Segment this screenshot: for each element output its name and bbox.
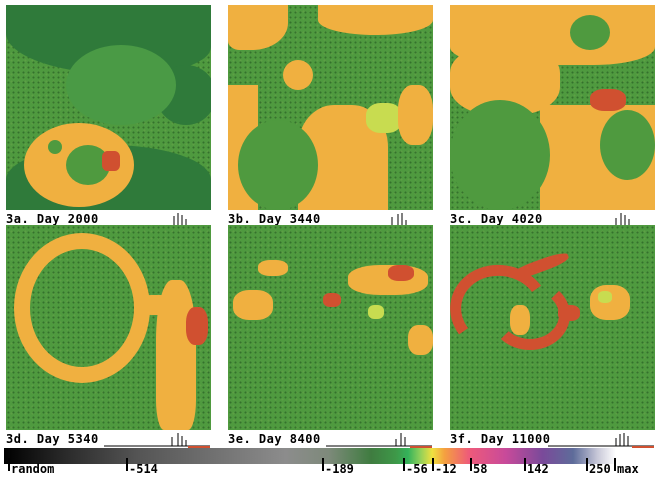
red-region [558,305,580,321]
light-region [66,45,176,125]
orange-region [228,5,288,50]
tick-mark [586,458,588,471]
panel-3c: 3c. Day 4020 [450,5,655,232]
yellow-green-region [598,291,612,303]
panel-caption: 3e. Day 8400 [228,432,321,446]
tick-mark [322,458,324,471]
orange-region [408,325,433,355]
panel-3b: 3b. Day 3440 [228,5,433,232]
colorbar-label-max: max [617,462,639,476]
green-hole [450,100,550,210]
panel-caption: 3d. Day 5340 [6,432,99,446]
colorbar-label-12: -12 [435,462,457,476]
panel-caption: 3f. Day 11000 [450,432,551,446]
histogram [104,433,210,448]
orange-region [233,290,273,320]
map-image [6,225,211,430]
green-hole [238,120,318,210]
colorbar-label-56: -56 [406,462,428,476]
tick-mark [432,458,434,471]
yellow-green-region [368,305,384,319]
red-region [509,250,571,282]
colorbar-label-142: 142 [527,462,549,476]
orange-region [258,260,288,276]
panel-3e: 3e. Day 8400 [228,225,433,452]
colorbar-label-514: -514 [129,462,158,476]
panel-caption: 3a. Day 2000 [6,212,99,226]
orange-region [590,285,630,320]
red-region [323,293,341,307]
panel-3a: 3a. Day 2000 [6,5,211,232]
map-image [6,5,211,210]
panel-caption: 3c. Day 4020 [450,212,543,226]
tick-mark [8,458,10,471]
histogram [326,433,432,448]
colorbar-label-random: random [11,462,55,476]
green-hole [600,110,655,180]
orange-ring [14,233,150,383]
tick-mark [126,458,128,471]
map-image [450,225,655,430]
orange-region [283,60,313,90]
panel-caption: 3b. Day 3440 [228,212,321,226]
tick-mark [614,458,616,471]
colorbar-label-189: -189 [325,462,354,476]
red-region [388,265,414,281]
colorbar [4,448,616,464]
map-image [228,5,433,210]
green-hole [570,15,610,50]
colorbar-label-250: 250 [589,462,611,476]
histogram [548,433,654,448]
colorbar-label-58: 58 [473,462,488,476]
tick-mark [524,458,526,471]
panel-3d: 3d. Day 5340 [6,225,211,452]
orange-region [136,295,176,315]
red-region [102,151,120,171]
orange-region [318,5,433,35]
map-image [228,225,433,430]
tick-mark [470,458,472,471]
red-region [186,307,208,345]
colorbar-gradient [4,448,616,464]
green-hole [48,140,62,154]
red-region [590,89,626,111]
tick-mark [403,458,405,471]
orange-region [398,85,433,145]
orange-region [510,305,530,335]
panel-3f: 3f. Day 11000 [450,225,655,452]
map-image [450,5,655,210]
yellow-green-region [366,103,402,133]
